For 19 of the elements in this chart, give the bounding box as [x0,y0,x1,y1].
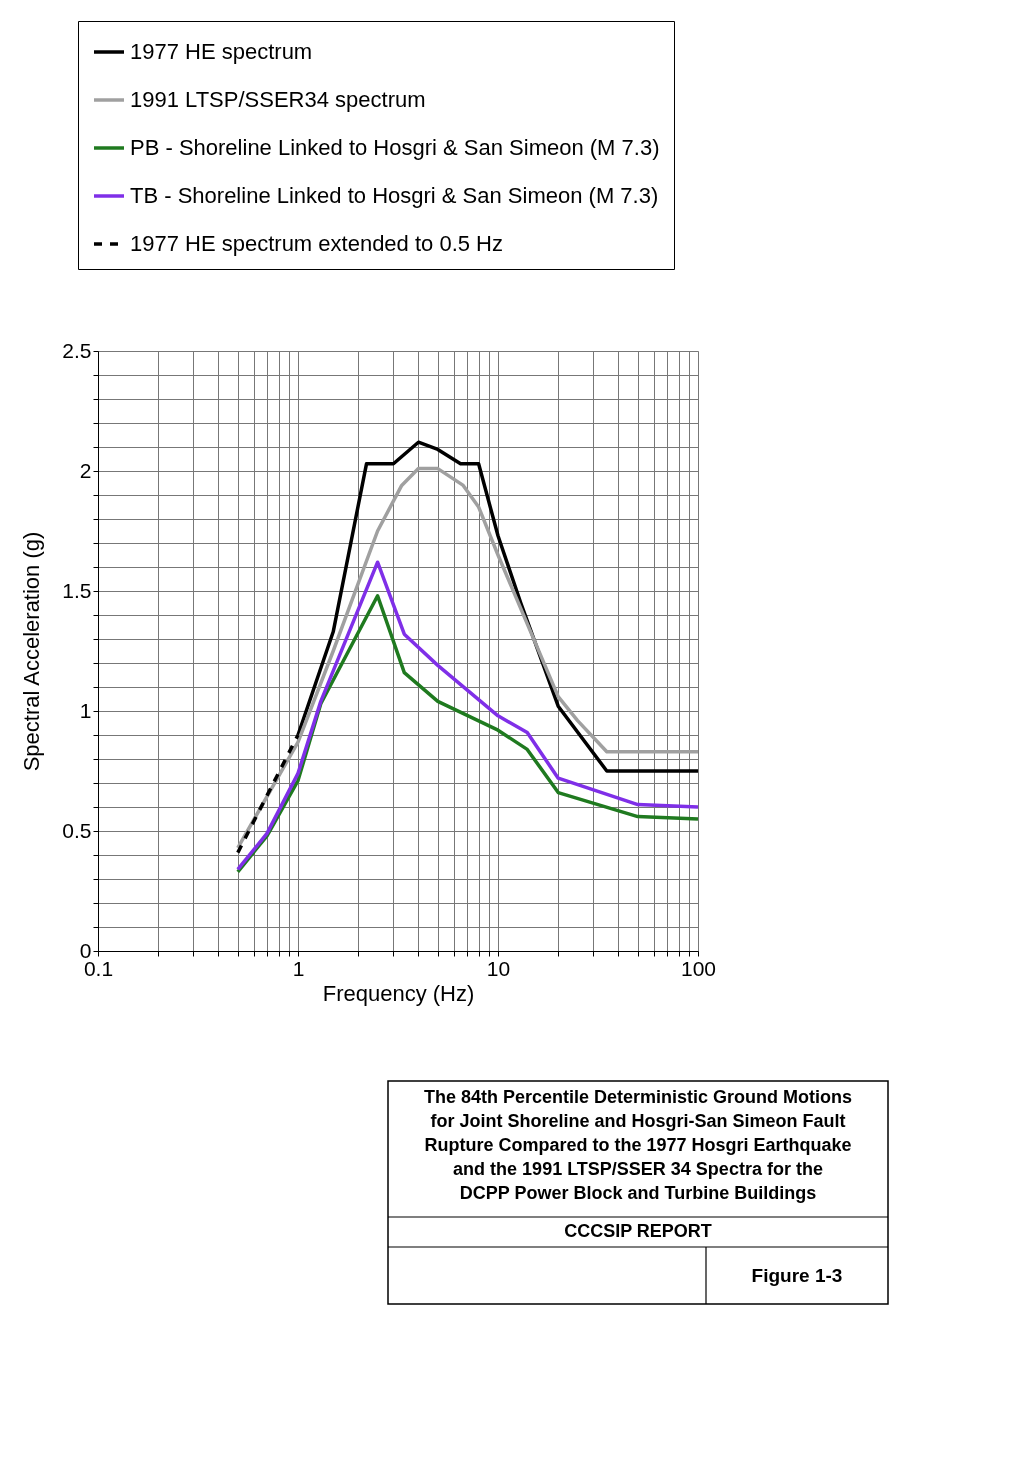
y-tick-label: 0 [79,938,92,962]
legend-label: 1991 LTSP/SSER34 spectrum [130,87,426,112]
legend-label: PB - Shoreline Linked to Hosgri & San Simeon (M 7.3) [130,135,660,160]
x-tick-label: 1 [292,956,305,980]
y-tick-label: 1.5 [62,578,92,602]
caption: Figure 1-3 [751,1265,843,1286]
x-axis-title: Frequency (Hz) [322,980,475,1006]
legend-label: 1977 HE spectrum extended to 0.5 Hz [130,231,503,256]
text: The 84th Percentile Deterministic Ground Motions for Joint Shoreline and Hosgri-San Simeon Fault Rupture Compared to the 1977 Hosgri Earthquake and the 1991 LTSP/SSER 34 Spectra for the DCPP Power Block and Turbine Buildings [423,1087,853,1203]
y-tick-label: 2 [79,458,92,482]
legend-label: TB - Shoreline Linked to Hosgri & San Simeon (M 7.3) [130,183,659,208]
y-tick-label: 2.5 [62,338,92,362]
x-tick-label: 100 [680,956,717,980]
legend-label: 1977 HE spectrum [130,39,313,64]
x-tick-label: 10 [486,956,511,980]
text: CCCSIP REPORT [564,1221,712,1241]
y-tick-label: 1 [79,698,92,722]
y-axis-title: Spectral Acceleration (g) [19,531,45,772]
y-tick-label: 0.5 [62,818,92,842]
